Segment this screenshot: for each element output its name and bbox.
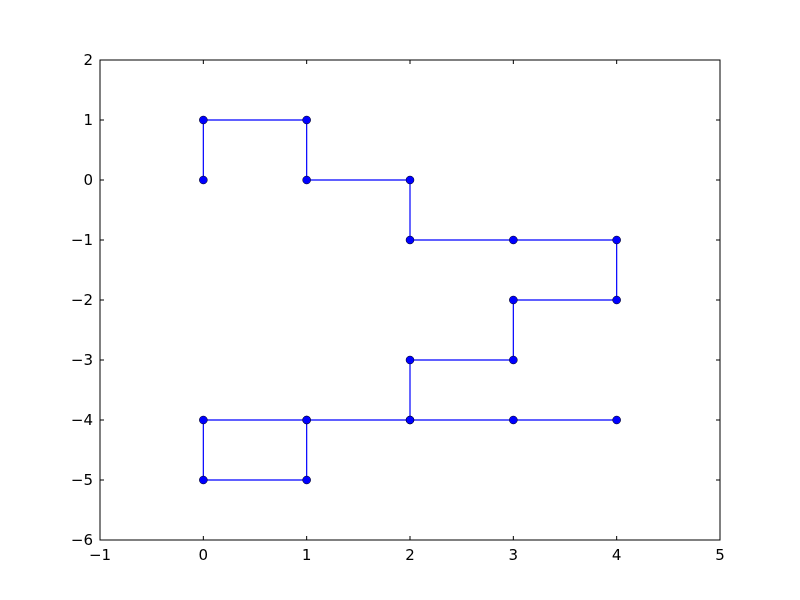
data-point xyxy=(509,415,518,425)
x-tick-label: 3 xyxy=(509,546,519,564)
data-point xyxy=(509,355,518,365)
data-point xyxy=(405,415,415,425)
data-point xyxy=(302,475,311,485)
data-point xyxy=(302,415,311,425)
data-point xyxy=(405,355,415,365)
data-point xyxy=(612,295,621,305)
tick-labels-layer: −1 0 1 2 3 4 5 −6 −5 −4 −3 −2 −1 0 1 2 xyxy=(71,51,725,564)
x-tick-label: 5 xyxy=(715,546,725,564)
y-tick-label: 1 xyxy=(83,111,93,129)
y-tick-label: −2 xyxy=(71,291,93,309)
x-tick-label: −1 xyxy=(89,546,111,564)
data-point xyxy=(302,175,311,185)
data-point xyxy=(509,235,518,245)
y-tick-label: 0 xyxy=(83,171,93,189)
data-point xyxy=(199,475,208,485)
data-point xyxy=(199,175,208,185)
data-point xyxy=(405,235,415,245)
data-point xyxy=(199,415,208,425)
y-tick-label: −6 xyxy=(71,531,93,549)
data-point xyxy=(405,175,415,185)
data-point xyxy=(509,295,518,305)
y-tick-label: 2 xyxy=(83,51,93,69)
data-point xyxy=(612,415,621,425)
data-point xyxy=(612,235,621,245)
x-tick-label: 0 xyxy=(199,546,209,564)
y-tick-label: −3 xyxy=(71,351,93,369)
y-tick-label: −4 xyxy=(71,411,93,429)
x-tick-label: 1 xyxy=(302,546,312,564)
y-tick-label: −5 xyxy=(71,471,93,489)
y-tick-label: −1 xyxy=(71,231,93,249)
x-tick-label: 4 xyxy=(612,546,622,564)
ticks-layer xyxy=(99,59,721,541)
data-point xyxy=(199,115,208,125)
data-point xyxy=(302,115,311,125)
x-tick-label: 2 xyxy=(405,546,415,564)
axes-frame xyxy=(99,59,721,541)
series-layer xyxy=(199,115,621,485)
